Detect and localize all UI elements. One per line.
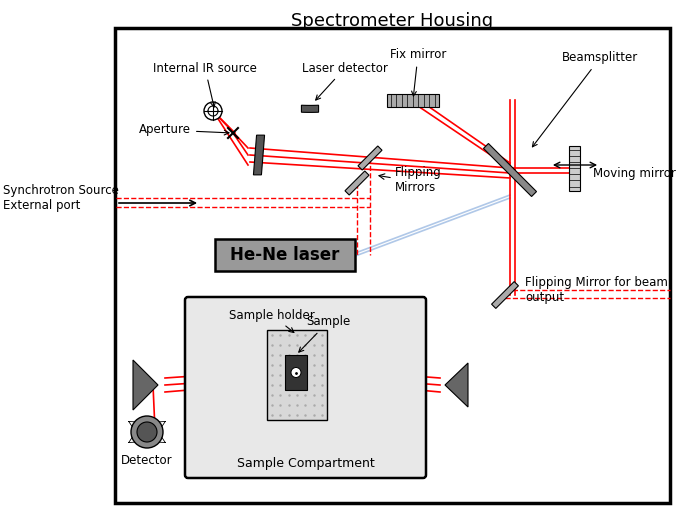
Text: Flipping Mirror for beam
output: Flipping Mirror for beam output [525, 276, 668, 304]
Bar [387, 94, 439, 107]
Polygon shape [253, 135, 264, 175]
Text: Spectrometer Housing: Spectrometer Housing [291, 12, 493, 30]
Text: Aperture: Aperture [139, 124, 229, 136]
FancyBboxPatch shape [185, 297, 426, 478]
Polygon shape [484, 144, 536, 196]
Text: Fix mirror: Fix mirror [390, 49, 446, 96]
Bar [267, 330, 327, 420]
Text: Flipping
Mirrors: Flipping Mirrors [395, 166, 442, 194]
Polygon shape [358, 146, 382, 170]
Bar [569, 145, 580, 190]
Circle shape [204, 102, 222, 120]
Circle shape [131, 416, 163, 448]
FancyBboxPatch shape [215, 239, 355, 271]
Circle shape [137, 422, 157, 442]
Text: Synchrotron Source
External port: Synchrotron Source External port [3, 184, 119, 212]
Text: Internal IR source: Internal IR source [153, 62, 257, 107]
Polygon shape [133, 360, 158, 410]
Polygon shape [345, 171, 369, 195]
Circle shape [291, 368, 301, 377]
Text: Laser detector: Laser detector [302, 62, 388, 100]
Text: Sample holder: Sample holder [229, 309, 315, 332]
Text: Beamsplitter: Beamsplitter [532, 52, 638, 147]
Text: Sample: Sample [299, 315, 350, 352]
Polygon shape [445, 363, 468, 407]
Bar [285, 355, 307, 390]
Text: Sample Compartment: Sample Compartment [236, 457, 375, 469]
Polygon shape [301, 105, 319, 112]
Text: Detector: Detector [121, 454, 173, 467]
Bar [115, 28, 670, 503]
Text: He-Ne laser: He-Ne laser [230, 246, 340, 264]
Text: Moving mirror: Moving mirror [593, 166, 676, 179]
Polygon shape [492, 282, 519, 309]
